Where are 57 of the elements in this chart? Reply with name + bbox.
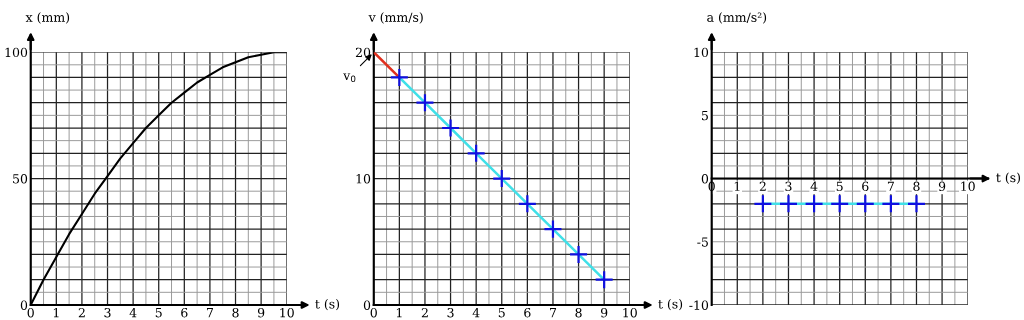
x-tick-label: 7: [550, 308, 557, 318]
x-tick-label: 7: [206, 308, 213, 318]
x-tick-label: 10: [280, 307, 294, 318]
x-tick-label: 6: [524, 307, 531, 318]
x-tick-label: 2: [759, 181, 766, 191]
y-axis-title: a (mm/s²): [707, 12, 767, 24]
y-tick-label: 10: [694, 47, 709, 58]
y-tick-label: 0: [20, 300, 28, 310]
y-tick-label: 0: [363, 300, 371, 310]
point: [594, 270, 614, 290]
point: [517, 194, 537, 214]
x-tick-label: 9: [600, 307, 608, 318]
x-tick-label: 6: [862, 181, 869, 192]
annotation: v$_{0}$: [343, 73, 356, 83]
y-tick-label: 50: [13, 174, 28, 184]
x-tick-label: 3: [104, 307, 111, 318]
x-tick-label: 9: [938, 181, 946, 192]
x-tick-label: 4: [810, 181, 818, 191]
y-tick-label: -5: [697, 237, 708, 247]
x-tick-label: 9: [257, 307, 265, 318]
y-axis-title: x (mm): [25, 12, 70, 24]
y-tick-label: 100: [5, 47, 28, 58]
x-axis-title: t (s): [658, 298, 683, 311]
point: [492, 168, 512, 189]
x-tick-label: 4: [472, 307, 480, 318]
x-tick-label: 6: [181, 307, 188, 318]
point: [389, 67, 409, 88]
x-tick-label: 2: [78, 307, 85, 318]
x-tick-label: 8: [232, 307, 239, 318]
x-tick-label: 1: [53, 307, 59, 318]
y-tick-label: 20: [355, 47, 371, 58]
x-tick-label: 5: [155, 308, 162, 318]
x-tick-label: 5: [836, 181, 843, 192]
x-tick-label: 8: [913, 181, 920, 192]
x-tick-label: 2: [421, 307, 428, 318]
point: [440, 118, 461, 138]
x-tick-label: 1: [396, 307, 402, 318]
x-axis-title: t (s): [996, 172, 1021, 184]
y-tick-label: 10: [356, 174, 371, 184]
point: [543, 219, 563, 239]
x-tick-label: 7: [887, 181, 894, 191]
x-tick-label: 8: [575, 307, 582, 318]
point: [568, 244, 589, 265]
x-tick-label: 3: [447, 307, 454, 318]
x-axis-title: t (s): [315, 298, 340, 311]
y-tick-label: 0: [701, 174, 709, 184]
point: [466, 143, 486, 163]
x-tick-label: 5: [498, 308, 505, 318]
y-tick-label: -10: [689, 300, 709, 310]
x-tick-label: 10: [623, 307, 637, 318]
y-tick-label: 5: [702, 111, 708, 121]
x-tick-label: 4: [129, 307, 137, 318]
x-tick-label: 3: [785, 181, 792, 192]
point: [415, 93, 435, 113]
x-tick-label: 10: [961, 181, 975, 192]
y-axis-title: v (mm/s): [368, 12, 423, 24]
x-tick-label: 1: [734, 181, 740, 191]
